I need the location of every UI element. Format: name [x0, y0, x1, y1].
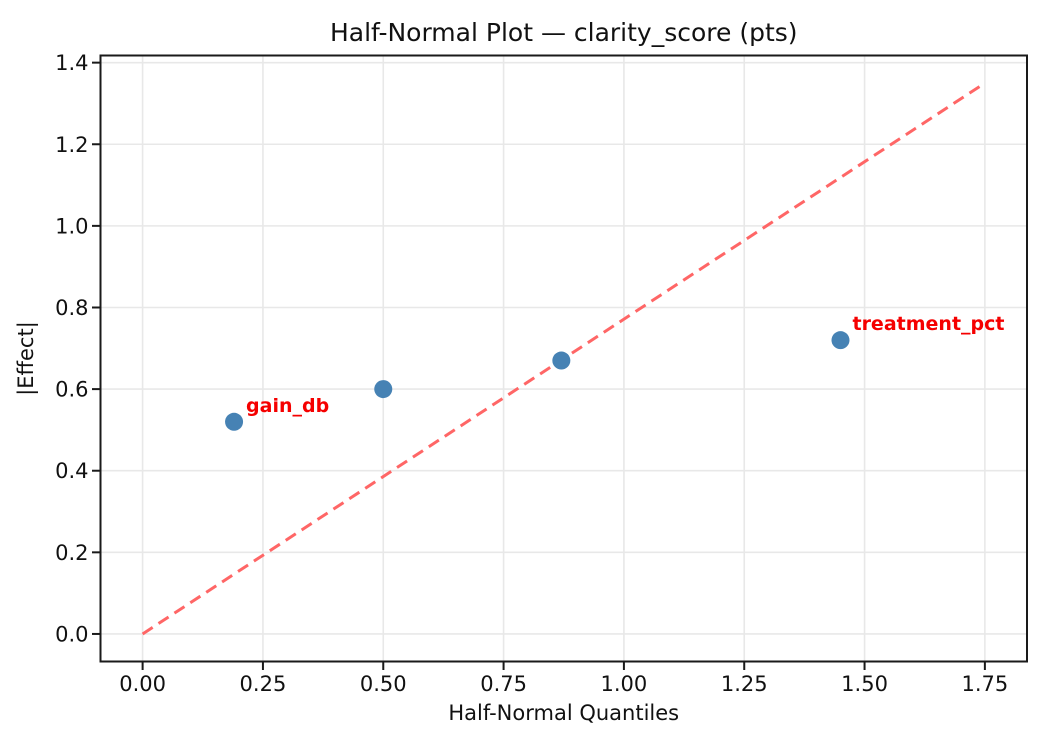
data-layer: [141, 81, 986, 636]
x-tick-label: 0.75: [480, 672, 527, 696]
x-tick-label: 0.50: [360, 672, 407, 696]
data-point: [831, 331, 850, 350]
x-tick-label: 1.50: [841, 672, 888, 696]
y-tick-label: 1.2: [55, 133, 88, 157]
x-tick-label: 1.75: [962, 672, 1009, 696]
y-tick-label: 0.4: [55, 459, 88, 483]
point-annotation: treatment_pct: [852, 313, 1004, 335]
data-point: [374, 380, 393, 399]
x-tick-label: 1.00: [601, 672, 648, 696]
x-tick-label: 0.25: [240, 672, 287, 696]
x-axis-label: Half-Normal Quantiles: [448, 701, 679, 725]
y-tick-label: 1.0: [55, 214, 88, 238]
chart-title: Half-Normal Plot — clarity_score (pts): [330, 18, 798, 47]
y-tick-label: 0.8: [55, 296, 88, 320]
axis-layer: 0.00 0.25 0.50 0.75 1.00 1.25 1.50 1.75 0.0 0.2 0.…: [55, 51, 1028, 696]
data-point: [225, 412, 244, 431]
grid-layer: [100, 55, 1027, 662]
point-annotation: gain_db: [246, 395, 329, 417]
y-tick-label: 0.6: [55, 378, 88, 402]
y-tick-label: 1.4: [55, 51, 88, 75]
data-point: [552, 351, 571, 370]
annotation-layer: gain_db treatment_pct: [246, 313, 1004, 417]
y-tick-label: 0.2: [55, 541, 88, 565]
plot-border: [99, 54, 1028, 663]
y-tick-label: 0.0: [55, 622, 88, 646]
x-tick-label: 0.00: [119, 672, 166, 696]
x-tick-label: 1.25: [721, 672, 768, 696]
y-axis-label: |Effect|: [14, 321, 39, 396]
